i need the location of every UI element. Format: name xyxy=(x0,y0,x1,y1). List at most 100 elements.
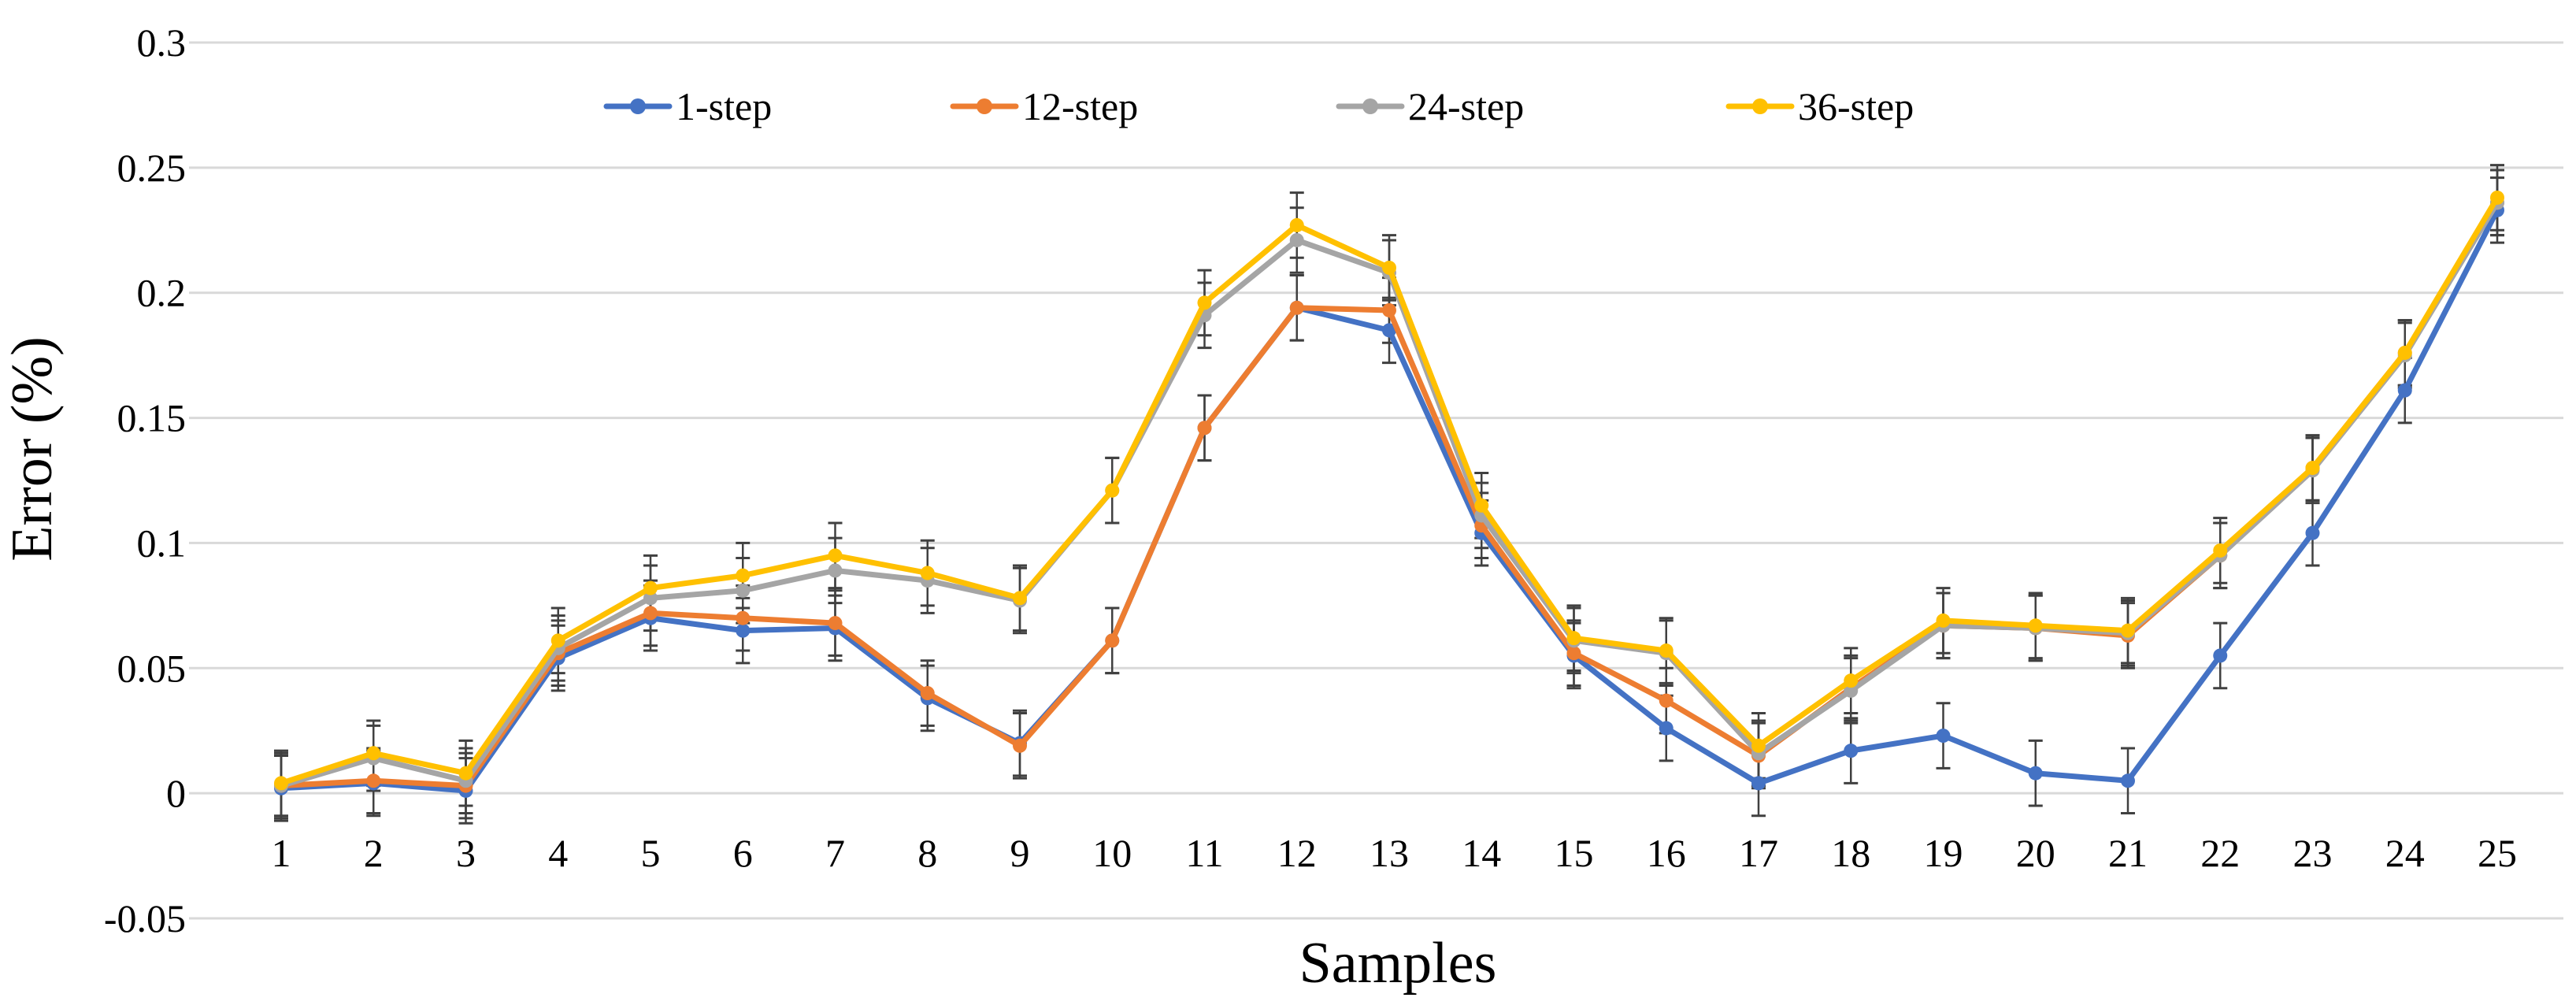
data-point xyxy=(1566,631,1581,646)
x-tick-label: 13 xyxy=(1370,831,1409,875)
legend-item: 1-step xyxy=(603,84,772,128)
data-point xyxy=(1197,295,1212,310)
data-point xyxy=(2121,623,2135,638)
data-point xyxy=(643,580,658,595)
legend-label: 24-step xyxy=(1408,84,1524,128)
y-tick-label: 0 xyxy=(166,771,186,815)
data-point xyxy=(458,766,473,781)
data-point xyxy=(1936,729,1951,744)
data-point xyxy=(2213,543,2228,558)
data-point xyxy=(2028,766,2043,781)
data-point xyxy=(920,686,935,701)
data-point xyxy=(2397,383,2412,398)
data-point xyxy=(828,616,843,631)
x-tick-label: 12 xyxy=(1277,831,1317,875)
data-point xyxy=(1289,232,1304,247)
data-point xyxy=(736,568,751,583)
data-point xyxy=(1382,323,1396,338)
x-tick-label: 3 xyxy=(456,831,476,875)
data-point xyxy=(1197,421,1212,436)
x-tick-label: 7 xyxy=(825,831,845,875)
x-tick-label: 23 xyxy=(2293,831,2333,875)
x-tick-label: 5 xyxy=(641,831,661,875)
data-point xyxy=(366,773,381,788)
x-tick-label: 2 xyxy=(364,831,384,875)
legend-label: 36-step xyxy=(1798,84,1914,128)
data-point xyxy=(1844,683,1859,698)
data-point xyxy=(1844,673,1859,688)
data-point xyxy=(2121,773,2135,788)
data-point xyxy=(1289,300,1304,315)
x-tick-label: 15 xyxy=(1555,831,1594,875)
y-tick-label: 0.25 xyxy=(117,146,187,190)
legend-label: 12-step xyxy=(1022,84,1138,128)
x-tick-label: 9 xyxy=(1010,831,1030,875)
data-point xyxy=(2305,461,2320,476)
data-point xyxy=(2397,345,2412,360)
legend-swatch-marker xyxy=(630,98,646,114)
data-point xyxy=(643,591,658,606)
y-axis-tick-labels: -0.05 0 0.05 0.1 0.15 0.2 0.25 0.3 xyxy=(104,20,186,940)
data-point xyxy=(920,566,935,580)
series-36-step xyxy=(274,190,2504,791)
x-tick-label: 24 xyxy=(2385,831,2425,875)
x-tick-label: 4 xyxy=(548,831,568,875)
data-point xyxy=(550,633,565,648)
x-tick-label: 20 xyxy=(2016,831,2055,875)
legend-item: 12-step xyxy=(950,84,1138,128)
y-tick-label: 0.15 xyxy=(117,396,187,440)
legend-swatch-marker xyxy=(977,98,992,114)
x-axis-tick-labels: 1 2 3 4 5 6 7 8 9 10 11 12 13 14 15 16 17 18 19 20 21 22 23 24 2… xyxy=(272,831,2518,875)
x-tick-label: 21 xyxy=(2108,831,2148,875)
data-point xyxy=(1566,646,1581,661)
data-point xyxy=(1844,744,1859,758)
legend-label: 1-step xyxy=(676,84,772,128)
data-point xyxy=(643,606,658,621)
x-tick-label: 22 xyxy=(2200,831,2240,875)
data-point xyxy=(2028,618,2043,633)
x-tick-label: 25 xyxy=(2478,831,2517,875)
data-point xyxy=(1751,738,1766,753)
x-tick-label: 16 xyxy=(1647,831,1686,875)
data-point xyxy=(1474,498,1489,513)
x-tick-label: 6 xyxy=(733,831,753,875)
legend-item: 36-step xyxy=(1725,84,1914,128)
data-point xyxy=(1382,302,1396,317)
x-tick-label: 11 xyxy=(1185,831,1223,875)
x-tick-label: 19 xyxy=(1924,831,1963,875)
x-axis-title: Samples xyxy=(1299,931,1497,996)
x-tick-label: 10 xyxy=(1092,831,1132,875)
y-tick-label: -0.05 xyxy=(104,896,186,940)
legend-swatch-marker xyxy=(1752,98,1768,114)
data-point xyxy=(1289,217,1304,232)
legend-swatch-marker xyxy=(1362,98,1378,114)
x-tick-label: 18 xyxy=(1831,831,1870,875)
gridlines xyxy=(189,41,2563,920)
data-point xyxy=(366,746,381,761)
data-point xyxy=(1659,693,1673,708)
y-tick-label: 0.2 xyxy=(137,271,187,315)
legend: 1-step 12-step 24-step 36-step xyxy=(603,84,1914,128)
data-point xyxy=(736,610,751,625)
y-tick-label: 0.3 xyxy=(137,20,187,65)
y-axis-title: Error (%) xyxy=(0,336,65,562)
series-lines xyxy=(274,190,2504,798)
data-point xyxy=(274,776,288,791)
data-point xyxy=(1936,613,1951,628)
legend-item: 24-step xyxy=(1336,84,1524,128)
data-point xyxy=(736,623,751,638)
data-point xyxy=(736,583,751,598)
data-point xyxy=(1751,776,1766,791)
data-point xyxy=(1013,738,1027,753)
data-point xyxy=(1105,633,1120,648)
y-tick-label: 0.05 xyxy=(117,646,187,690)
x-tick-label: 8 xyxy=(917,831,937,875)
data-point xyxy=(2213,648,2228,663)
x-tick-label: 17 xyxy=(1739,831,1778,875)
x-tick-label: 1 xyxy=(272,831,291,875)
data-point xyxy=(828,563,843,578)
data-point xyxy=(1382,260,1396,275)
y-tick-label: 0.1 xyxy=(137,521,187,565)
data-point xyxy=(2305,525,2320,540)
